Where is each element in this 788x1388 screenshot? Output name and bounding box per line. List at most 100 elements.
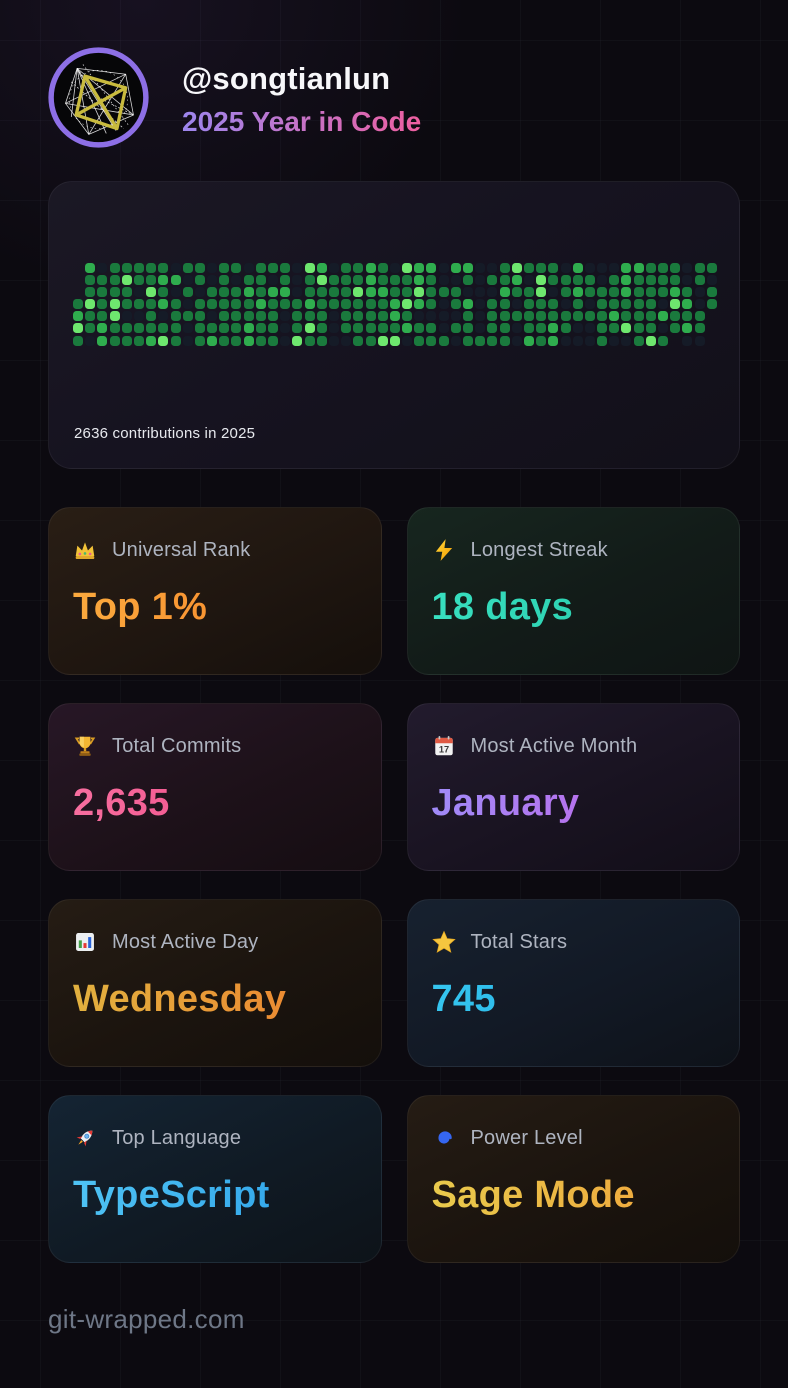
heatmap-cell: [706, 263, 717, 273]
heatmap-cell: [414, 275, 425, 286]
heatmap-cell: [402, 287, 413, 298]
heatmap-cell: [706, 287, 717, 298]
header: @songtianlun 2025 Year in Code: [0, 0, 788, 148]
heatmap-cell: [341, 311, 352, 322]
heatmap-cell: [487, 263, 498, 273]
heatmap-cell: [414, 299, 425, 310]
heatmap-cell: [572, 275, 583, 286]
rocket-icon: [76, 1130, 93, 1147]
heatmap-cell: [609, 311, 620, 322]
calendar-icon: 17: [434, 735, 453, 756]
stat-label: Most Active Day: [112, 930, 259, 953]
heatmap-cell: [182, 263, 193, 273]
heatmap-cell: [463, 275, 473, 286]
heatmap-cell: [682, 299, 693, 310]
heatmap-cell: [597, 311, 608, 322]
heatmap-cell: [146, 263, 157, 273]
heatmap-cell: [548, 299, 559, 310]
heatmap-cell: [426, 311, 437, 322]
heatmap-cell: [328, 299, 339, 310]
heatmap-cell: [536, 287, 547, 298]
heatmap-cell: [548, 335, 559, 346]
heatmap-cell: [328, 311, 339, 322]
heatmap-cell: [475, 263, 486, 273]
heatmap-cell: [511, 287, 522, 298]
heatmap-cell: [706, 299, 717, 310]
heatmap-cell: [121, 323, 132, 334]
heatmap-cell: [280, 335, 291, 346]
heatmap-cell: [633, 299, 644, 310]
heatmap-cell: [133, 299, 144, 310]
heatmap-cell: [109, 323, 120, 334]
heatmap-cell: [621, 323, 632, 334]
site-link[interactable]: git-wrapped.com: [48, 1304, 245, 1334]
lightning-icon: [435, 539, 452, 561]
username: @songtianlun: [182, 61, 391, 96]
heatmap-cell: [584, 323, 595, 334]
heatmap-cell: [475, 287, 486, 298]
heatmap-cell: [133, 335, 144, 346]
heatmap-cell: [219, 263, 230, 273]
heatmap-cell: [207, 323, 218, 334]
heatmap-cell: [609, 263, 620, 273]
heatmap-cell: [85, 335, 96, 346]
stat-card-total-stars: Total Stars 745: [406, 899, 740, 1067]
heatmap-cell: [658, 287, 668, 298]
heatmap-cell: [438, 287, 449, 298]
heatmap-cell: [450, 287, 461, 298]
heatmap-cell: [243, 275, 254, 286]
heatmap-cell: [633, 287, 644, 298]
stat-value: Sage Mode: [432, 1174, 716, 1217]
heatmap-cell: [450, 263, 461, 273]
heatmap-cell: [487, 323, 498, 334]
heatmap-cell: [694, 323, 705, 334]
heatmap-cell: [572, 335, 583, 346]
header-text: @songtianlun 2025 Year in Code: [182, 57, 421, 138]
heatmap-cell: [523, 299, 534, 310]
heatmap-cell: [463, 299, 473, 310]
heatmap-cell: [268, 311, 278, 322]
heatmap-cell: [463, 311, 473, 322]
heatmap-cell: [475, 275, 486, 286]
avatar-cube: [74, 74, 128, 131]
heatmap-cell: [170, 323, 181, 334]
heatmap-cell: [194, 311, 205, 322]
stats-grid: Universal Rank Top 1% Longest Streak 18 …: [48, 507, 740, 1263]
heatmap-cell: [389, 287, 400, 298]
heatmap-cell: [109, 299, 120, 310]
heatmap-cell: [133, 323, 144, 334]
heatmap-cell: [158, 299, 169, 310]
heatmap-cell: [231, 335, 242, 346]
heatmap-cell: [560, 323, 571, 334]
stat-card-universal-rank: Universal Rank Top 1%: [48, 507, 382, 675]
heatmap-cell: [645, 263, 656, 273]
heatmap-cell: [658, 335, 668, 346]
heatmap-cell: [182, 311, 193, 322]
heatmap-cell: [316, 299, 327, 310]
heatmap-cell: [560, 299, 571, 310]
heatmap-cell: [658, 323, 668, 334]
heatmap-cell: [438, 323, 449, 334]
heatmap-cell: [146, 335, 157, 346]
heatmap-cell: [170, 275, 181, 286]
heatmap-cell: [85, 275, 96, 286]
heatmap-cell: [609, 299, 620, 310]
heatmap-cell: [73, 311, 83, 322]
heatmap-cell: [499, 275, 510, 286]
heatmap-cell: [572, 287, 583, 298]
heatmap-cell: [694, 311, 705, 322]
heatmap-cell: [268, 263, 278, 273]
stat-card-top-language: Top Language TypeScript: [48, 1095, 382, 1263]
heatmap-cell: [268, 335, 278, 346]
heatmap-cell: [463, 323, 473, 334]
heatmap-cell: [328, 335, 339, 346]
heatmap-cell: [694, 335, 705, 346]
heatmap-cell: [414, 335, 425, 346]
stat-label: Top Language: [112, 1126, 242, 1149]
heatmap-cell: [353, 275, 364, 286]
heatmap-cell: [85, 311, 96, 322]
avatar-ring: [48, 47, 149, 148]
heatmap-cell: [438, 263, 449, 273]
bar-chart-icon: [76, 933, 94, 951]
heatmap-cell: [170, 263, 181, 273]
